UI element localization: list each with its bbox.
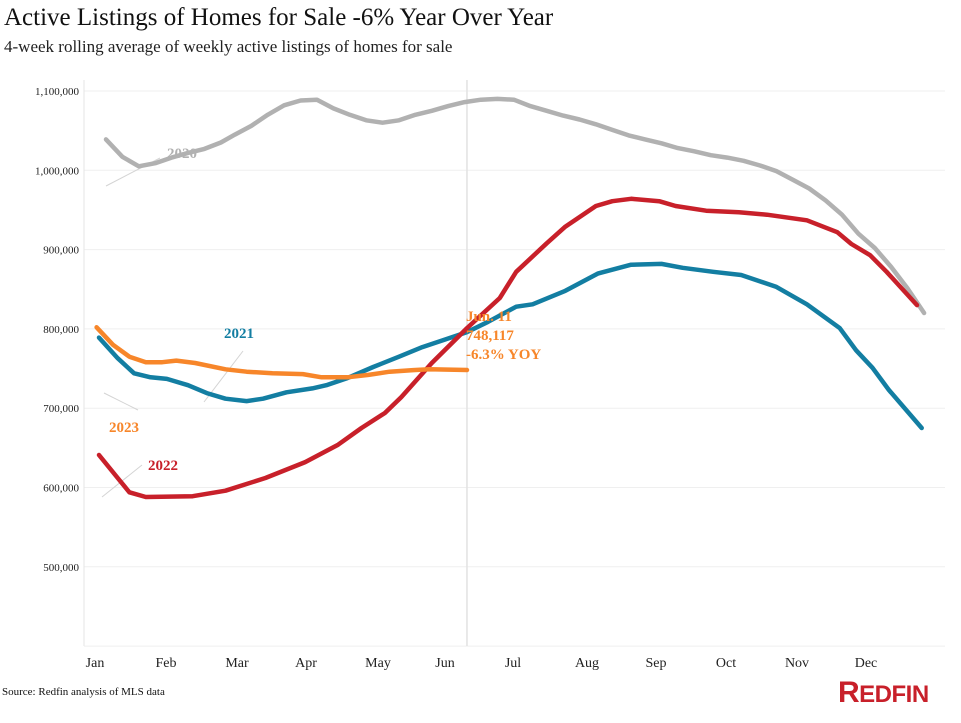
y-tick-label: 900,000 bbox=[43, 245, 79, 257]
x-tick-label: Jun bbox=[435, 656, 454, 671]
annotation-change-label: -6.3% YOY bbox=[466, 347, 541, 363]
redfin-logo: REDFIN bbox=[838, 676, 929, 709]
x-tick-label: Jan bbox=[86, 656, 105, 671]
x-tick-label: Feb bbox=[156, 656, 177, 671]
x-tick-label: Mar bbox=[225, 656, 249, 671]
series-label-2022: 2022 bbox=[148, 458, 178, 474]
annotation-value-label: 748,117 bbox=[466, 328, 514, 344]
x-tick-label: Sep bbox=[646, 656, 667, 671]
x-tick-label: Nov bbox=[785, 656, 809, 671]
y-tick-label: 700,000 bbox=[43, 403, 79, 415]
x-tick-label: Jul bbox=[505, 656, 521, 671]
x-tick-label: May bbox=[365, 656, 391, 671]
x-tick-label: Oct bbox=[716, 656, 736, 671]
y-tick-label: 1,000,000 bbox=[35, 165, 80, 177]
annotation-date-label: Jun. 11 bbox=[466, 309, 512, 325]
series-label-2023: 2023 bbox=[109, 420, 139, 436]
y-tick-label: 800,000 bbox=[43, 324, 79, 336]
series-line-2020 bbox=[103, 96, 927, 316]
y-tick-label: 500,000 bbox=[43, 562, 79, 574]
chart-title: Active Listings of Homes for Sale -6% Ye… bbox=[4, 4, 554, 31]
chart-subtitle: 4-week rolling average of weekly active … bbox=[4, 37, 453, 56]
series-line-2022 bbox=[96, 196, 920, 500]
series-label-2021: 2021 bbox=[224, 326, 254, 342]
y-tick-label: 1,100,000 bbox=[35, 86, 80, 98]
source-note: Source: Redfin analysis of MLS data bbox=[2, 686, 165, 698]
series-label-2020: 2020 bbox=[167, 146, 197, 162]
x-tick-label: Aug bbox=[575, 656, 599, 671]
x-tick-label: Apr bbox=[295, 656, 317, 671]
series-line-2023 bbox=[94, 325, 470, 380]
series-line-2021 bbox=[96, 261, 924, 431]
y-tick-label: 600,000 bbox=[43, 483, 79, 495]
x-tick-label: Dec bbox=[855, 656, 878, 671]
series-label-leader bbox=[103, 392, 139, 411]
